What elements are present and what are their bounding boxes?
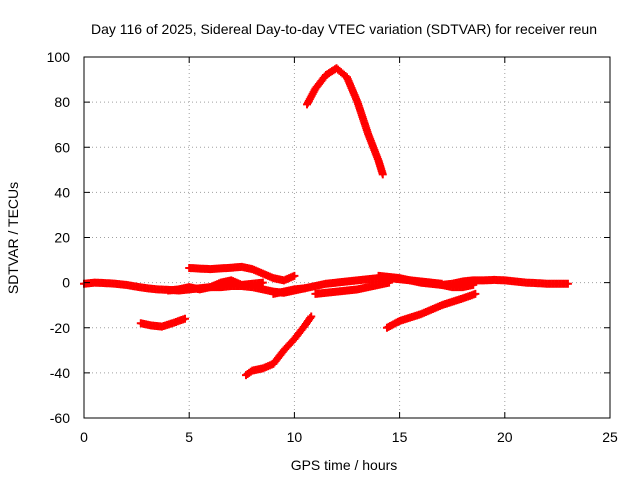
y-tick-labels: -60 -40 -20 0 20 40 60 80 100 [47,49,71,426]
y-axis-label: SDTVAR / TECUs [5,182,21,294]
data-point [378,170,387,179]
data-point [471,289,480,298]
data-series-track-5 [303,64,387,179]
y-tick-label: -60 [50,410,70,426]
x-tick-label: 20 [497,429,513,445]
data-series-track-9 [311,278,394,298]
x-tick-labels: 0 5 10 15 20 25 [80,429,618,445]
y-tick-label: -40 [50,365,70,381]
data-point [290,271,299,280]
x-tick-label: 0 [80,429,88,445]
axis-ticks [83,56,611,419]
y-tick-label: 0 [62,275,70,291]
x-tick-label: 25 [602,429,618,445]
data-point [563,279,572,288]
data-point [307,312,316,321]
data-point [469,280,478,289]
x-tick-label: 5 [185,429,193,445]
grid-lines [84,57,610,418]
y-tick-label: 20 [54,230,70,246]
data-series-track-3 [136,314,189,331]
plot-area [80,64,572,380]
data-series-track-4 [242,312,316,380]
y-tick-label: 40 [54,184,70,200]
data-point [385,278,394,287]
y-tick-label: 60 [54,139,70,155]
data-series-track-2 [185,262,299,285]
y-tick-label: 100 [47,49,71,65]
y-tick-label: 80 [54,94,70,110]
data-point [180,314,189,323]
x-tick-label: 15 [392,429,408,445]
data-series-track-10 [164,276,267,295]
y-tick-label: -20 [50,320,70,336]
x-axis-label: GPS time / hours [291,457,398,473]
data-series-track-11 [437,280,478,292]
x-tick-label: 10 [287,429,303,445]
data-point [300,284,309,293]
data-series-track-8 [269,284,309,298]
chart-title: Day 116 of 2025, Sidereal Day-to-day VTE… [91,21,597,37]
data-point [258,278,267,287]
data-point [306,313,315,322]
data-series-track-6 [382,289,480,332]
